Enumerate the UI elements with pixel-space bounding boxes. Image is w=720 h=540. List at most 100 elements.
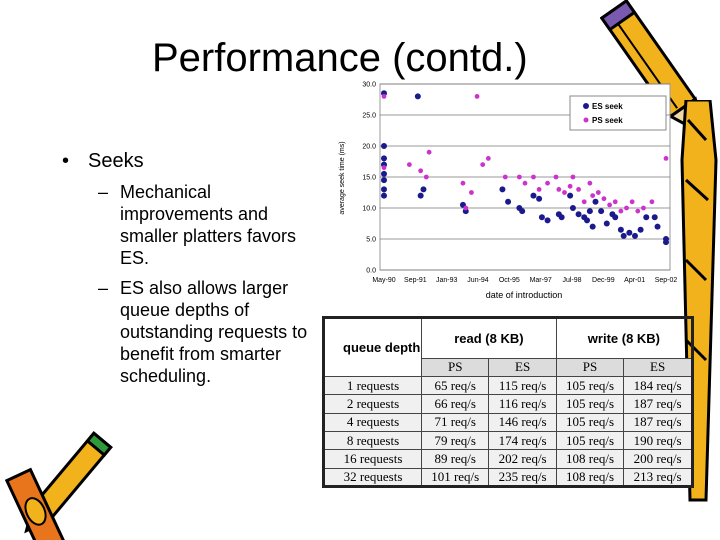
es-seek-point [530, 192, 537, 199]
ps-seek-point [590, 193, 596, 198]
table-row: 32 requests 101 req/s 235 req/s 108 req/s 21… [323, 467, 693, 488]
es-seek-point [569, 205, 576, 211]
subbullet-2: – ES also allows larger queue depths of … [62, 277, 322, 387]
y-tick-labels: 0.0 5.0 10.0 15.0 20.0 25.0 30.0 [362, 82, 376, 275]
es-seek-point [654, 223, 661, 230]
ps-seek-point [522, 180, 528, 186]
header-write: write (8 KB) [555, 317, 694, 359]
legend: ES seek PS seek [569, 95, 667, 131]
ps-seek-point [587, 180, 593, 186]
es-seek-point [414, 93, 421, 100]
ps-seek-point [474, 94, 480, 99]
table-cell: 65 req/s [420, 376, 490, 396]
legend-box [569, 95, 667, 131]
table-cell: 101 req/s [420, 467, 490, 488]
x-tick-label: Sep-02 [655, 277, 678, 284]
ps-seek-point [607, 202, 612, 208]
table-cell: 105 req/s [555, 430, 625, 451]
table-row: 4 requests 71 req/s 146 req/s 105 req/s 187 … [323, 412, 693, 432]
table-cell: 202 req/s [488, 449, 557, 469]
subheader-write-es: ES [623, 357, 693, 378]
ps-seek-point [618, 208, 624, 214]
es-seek-point [381, 186, 387, 193]
bullet-list: Seeks – Mechanical improvements and smal… [62, 150, 322, 387]
x-tick-label: Jun-94 [467, 277, 489, 284]
ps-seek-point [576, 187, 581, 192]
pencils-bottom-left-icon [4, 431, 113, 540]
es-seek-point [505, 198, 512, 205]
table-row: 2 requests 66 req/s 116 req/s 105 req/s 187 … [323, 394, 693, 414]
es-seek-point [663, 236, 669, 242]
es-seek-point [558, 214, 565, 221]
ps-seek-point [641, 205, 646, 211]
x-axis-label: date of introduction [486, 290, 563, 300]
ps-seek-point [480, 162, 486, 167]
es-seek-point [626, 229, 633, 236]
table-cell: 2 requests [323, 394, 422, 414]
ps-seek-point [601, 196, 607, 202]
legend-label-es: ES seek [592, 102, 623, 111]
subheader-write-ps: PS [555, 357, 625, 378]
table-cell: 187 req/s [623, 394, 693, 414]
ps-seek-point [663, 156, 669, 161]
ps-seek-point [423, 174, 429, 180]
table-cell: 184 req/s [623, 376, 693, 396]
es-seek-point [612, 214, 619, 221]
table-row: 16 requests 89 req/s 202 req/s 108 req/s 200… [323, 449, 693, 469]
table-cell: 66 req/s [420, 394, 490, 414]
table-cell: 79 req/s [420, 430, 490, 451]
dash-marker: – [98, 278, 109, 298]
x-tick-label: Oct-95 [499, 277, 520, 284]
es-seek-point [544, 217, 551, 224]
table-cell: 187 req/s [623, 412, 693, 432]
ps-seek-point [562, 190, 567, 195]
y-tick-label: 20.0 [362, 144, 376, 151]
table-row: 8 requests 79 req/s 174 req/s 105 req/s 190 … [323, 430, 693, 451]
ps-seek-point [624, 205, 629, 211]
ps-seek-point [649, 199, 655, 205]
es-seek-point [420, 186, 427, 193]
seek-time-scatter-chart: 0.0 5.0 10.0 15.0 20.0 25.0 30.0 May-90 Sep-91 J… [339, 82, 677, 301]
es-seek-point [417, 192, 424, 199]
table-cell: 108 req/s [555, 449, 625, 469]
es-seek-point [536, 195, 543, 202]
es-seek-point [519, 208, 526, 215]
es-seek-point [575, 211, 582, 218]
es-seek-point [617, 226, 624, 233]
y-tick-label: 10.0 [362, 206, 376, 213]
es-seek-point [631, 232, 638, 239]
ps-seek-point [531, 174, 536, 180]
ps-seek-point [556, 187, 562, 192]
table-cell: 16 requests [323, 449, 422, 469]
queue-depth-table: queue depth read (8 KB) write (8 KB) PS … [322, 316, 694, 488]
x-tick-label: Jan-93 [436, 277, 458, 284]
es-seek-point [651, 214, 658, 221]
ps-seek-point [485, 156, 491, 161]
subheader-read-es: ES [488, 357, 557, 378]
ps-seek-point [536, 187, 542, 192]
table-cell: 71 req/s [420, 412, 490, 432]
y-axis-label: average seek time (ms) [339, 141, 346, 214]
y-tick-label: 25.0 [362, 113, 376, 120]
table-cell: 115 req/s [488, 376, 557, 396]
ps-seek-point [612, 199, 618, 205]
table-row: 1 requests 65 req/s 115 req/s 105 req/s 184 … [323, 376, 693, 396]
y-tick-label: 5.0 [366, 237, 376, 244]
x-tick-label: Mar-97 [530, 277, 552, 284]
es-seek-point [592, 198, 599, 205]
subheader-read-ps: PS [420, 357, 490, 378]
es-seek-point [620, 232, 627, 239]
es-seek-point [381, 177, 387, 184]
subbullet-2-text: ES also allows larger queue depths of ou… [120, 278, 308, 386]
table-body: 1 requests 65 req/s 115 req/s 105 req/s 184 … [323, 376, 693, 488]
ps-seek-point [516, 174, 522, 180]
table-cell: 89 req/s [420, 449, 490, 469]
bullet-seeks: Seeks [62, 150, 322, 173]
x-tick-labels: May-90 Sep-91 Jan-93 Jun-94 Oct-95 Mar-97 Jul-… [372, 277, 677, 284]
legend-label-ps: PS seek [592, 116, 623, 125]
table-cell: 213 req/s [623, 467, 693, 488]
ps-seek-point [595, 190, 601, 195]
ps-seek-point [381, 165, 387, 171]
es-seek-point [598, 208, 605, 215]
table-cell: 105 req/s [555, 394, 625, 414]
